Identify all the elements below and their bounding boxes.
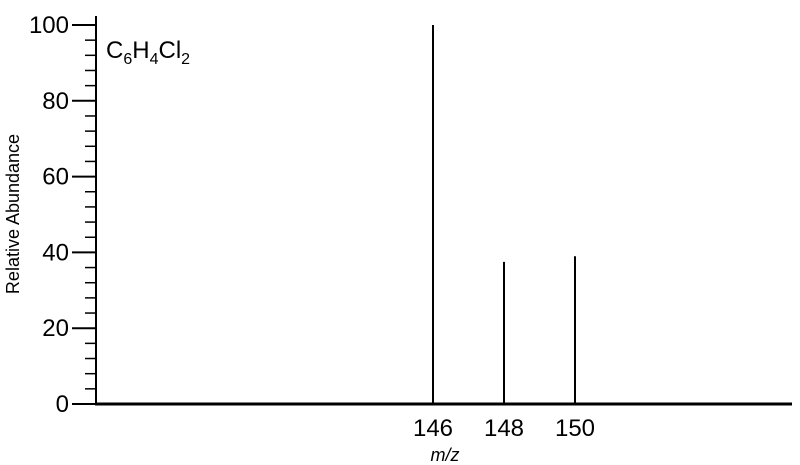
y-tick-label: 40 (42, 239, 69, 266)
y-tick-label: 20 (42, 315, 69, 342)
x-axis-title: m/z (431, 445, 460, 465)
formula-element: Cl (159, 37, 182, 64)
x-tick-label: 146 (413, 415, 453, 442)
y-axis: 0 20 40 60 80 100 (29, 12, 97, 418)
molecular-formula: C6H4Cl2 (106, 37, 190, 68)
peaks (432, 25, 576, 404)
y-axis-title: Relative Abundance (3, 134, 23, 294)
x-tick-label: 150 (555, 415, 595, 442)
formula-subscript: 2 (181, 51, 190, 68)
y-tick-label: 60 (42, 164, 69, 191)
x-tick-label: 148 (484, 415, 524, 442)
formula-subscript: 6 (123, 51, 132, 68)
x-axis: 146 148 150 (95, 402, 792, 442)
formula-element: C (106, 37, 123, 64)
y-tick-label: 0 (56, 391, 69, 418)
formula-element: H (132, 37, 149, 64)
formula-subscript: 4 (150, 51, 159, 68)
y-tick-label: 100 (29, 12, 69, 39)
y-tick-label: 80 (42, 88, 69, 115)
